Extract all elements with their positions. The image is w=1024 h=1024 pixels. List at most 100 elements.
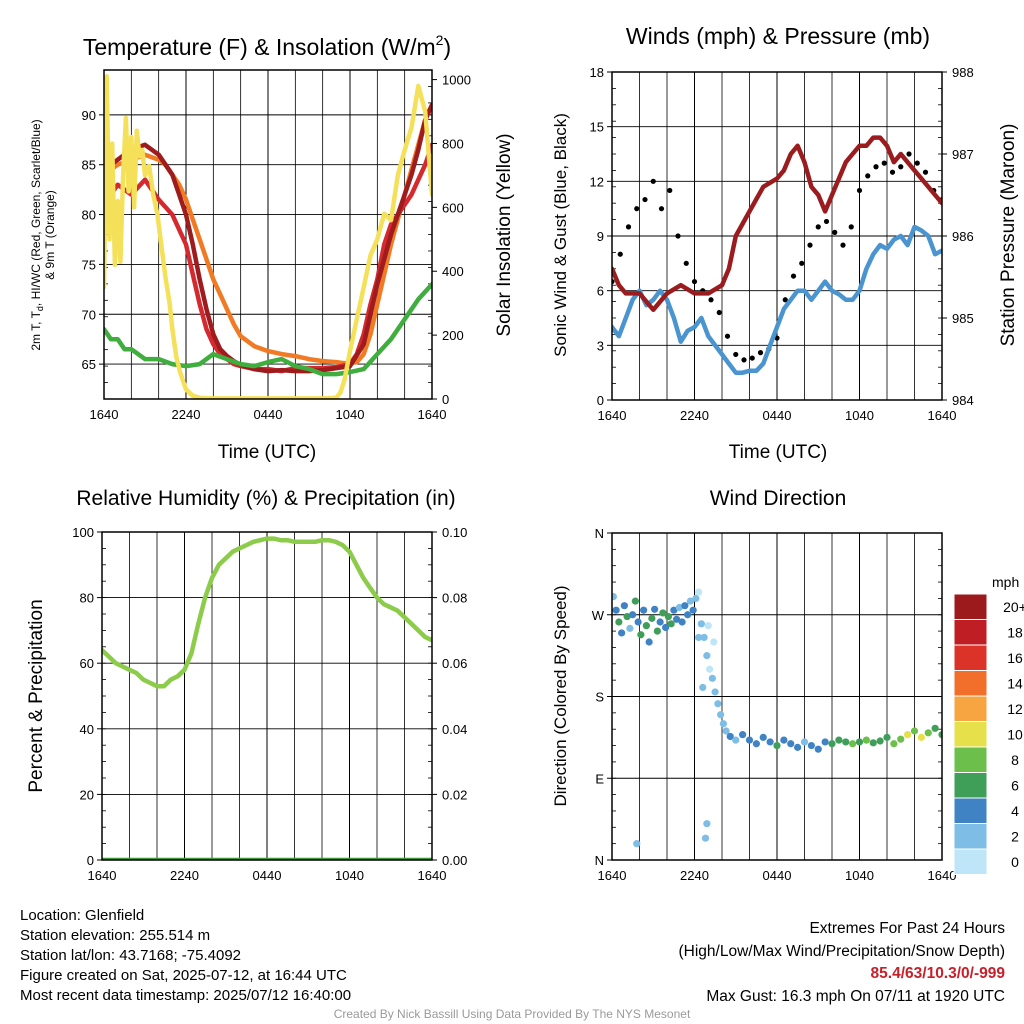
direction-point [849,740,857,748]
direction-point [800,738,809,746]
y-tick-label: 85 [82,158,96,173]
colorbar-label: 12 [1007,701,1023,717]
max-gust: Max Gust: 16.3 mph On 07/11 at 1920 UTC [706,987,1005,1005]
direction-point [662,623,670,632]
direction-point [692,594,700,603]
plot-frame [101,531,433,861]
x-tick-label: 2240 [680,408,709,423]
y2-tick-label: 0.00 [442,853,467,868]
y-tick-label: 100 [72,525,94,540]
x-tick-label: 2240 [170,868,199,883]
x-tick-label: 1040 [845,408,874,423]
direction-point [678,618,686,626]
direction-point [667,620,675,628]
y2-tick-label: 984 [952,393,974,408]
direction-point [634,618,642,626]
plot-area [104,74,432,399]
direction-point [722,727,730,735]
y-tick-label: S [595,690,604,705]
gust-point [741,357,747,363]
colorbar-label: 0 [1011,854,1019,870]
direction-point [897,735,905,743]
wind-speed-colorbar: 0 2 4 6 8 10 12 14 16 18 20+ [953,593,1024,875]
gust-point [873,164,879,170]
gust-point [807,242,813,248]
series-line-0 [102,536,432,689]
station-elevation: Station elevation: 255.514 m [20,927,211,944]
direction-point [787,740,795,748]
direction-point [773,741,781,750]
gust-point [667,187,673,194]
gust-point [675,233,681,239]
direction-point [684,611,692,619]
colorbar-label: 14 [1007,675,1023,691]
y2-tick-label: 0 [442,392,449,407]
gust-point [790,273,797,279]
direction-point [703,820,711,828]
station-latlon: Station lat/lon: 43.7168; -75.4092 [20,947,242,964]
direction-point [807,741,815,750]
y-tick-label: 40 [80,722,94,737]
gust-point [683,260,689,266]
direction-point [620,602,628,610]
colorbar-swatch [953,644,988,671]
colorbar-label: 4 [1011,803,1019,819]
x-tick-label: 2240 [172,407,201,422]
direction-point [612,592,617,601]
direction-point [717,711,725,719]
y-tick-label: 80 [80,591,94,606]
y-tick-label: 18 [590,65,604,80]
direction-point [759,733,767,741]
direction-point [708,674,716,682]
gust-point [782,297,788,303]
y-tick-label: 15 [590,120,604,135]
temperature-xlabel: Time (UTC) [218,442,317,463]
colorbar-label: 20+ [1003,599,1024,615]
humidity-panel: 1640 2240 0440 1040 16400204060801000.000.02… [72,525,467,883]
colorbar-swatch [953,746,988,773]
direction-point [704,622,712,630]
direction-point [869,739,877,747]
x-tick-label: 0440 [254,407,283,422]
winds-y2label: Station Pressure (Maroon) [998,124,1019,347]
direction-point [659,609,667,617]
direction-point [626,624,634,632]
extremes-summary: Extremes For Past 24 Hours (High/Low/Max… [679,918,1006,1008]
gust-point [691,278,698,285]
colorbar-swatch [953,619,988,646]
direction-point [703,652,711,660]
direction-point [828,740,836,748]
extremes-values: 85.4/63/10.3/0/-999 [870,965,1005,982]
colorbar-swatch [953,670,988,697]
gust-point [749,355,755,361]
direction-point [924,729,932,737]
direction-point [697,620,705,628]
direction-point [681,602,689,610]
series-line-3 [104,282,432,377]
direction-point [766,738,774,746]
direction-point [689,606,697,614]
recent-timestamp: Most recent data timestamp: 2025/07/12 1… [20,987,352,1004]
y-tick-label: 3 [597,338,604,353]
gust-point [815,224,821,230]
colorbar-label: 2 [1011,828,1019,844]
series-line-4 [104,74,432,399]
gust-point [642,196,648,203]
extremes-subtitle: (High/Low/Max Wind/Precipitation/Snow De… [678,942,1006,960]
direction-point [686,597,694,605]
figure-created: Figure created on Sat, 2025-07-12, at 16… [20,967,347,984]
y2-tick-label: 987 [952,147,974,162]
gust-point [708,297,714,303]
gust-point [856,187,863,194]
colorbar-title: mph [992,574,1019,590]
humidity-ylabel: Percent & Precipitation [26,599,47,792]
series-line-1 [612,224,942,375]
direction-point [890,740,898,748]
direction-point [883,733,891,741]
direction-point [710,638,718,646]
y-tick-label: 12 [590,174,604,189]
gust-point [733,351,739,358]
y2-tick-label: 0.06 [442,656,467,671]
direction-point [821,738,829,746]
